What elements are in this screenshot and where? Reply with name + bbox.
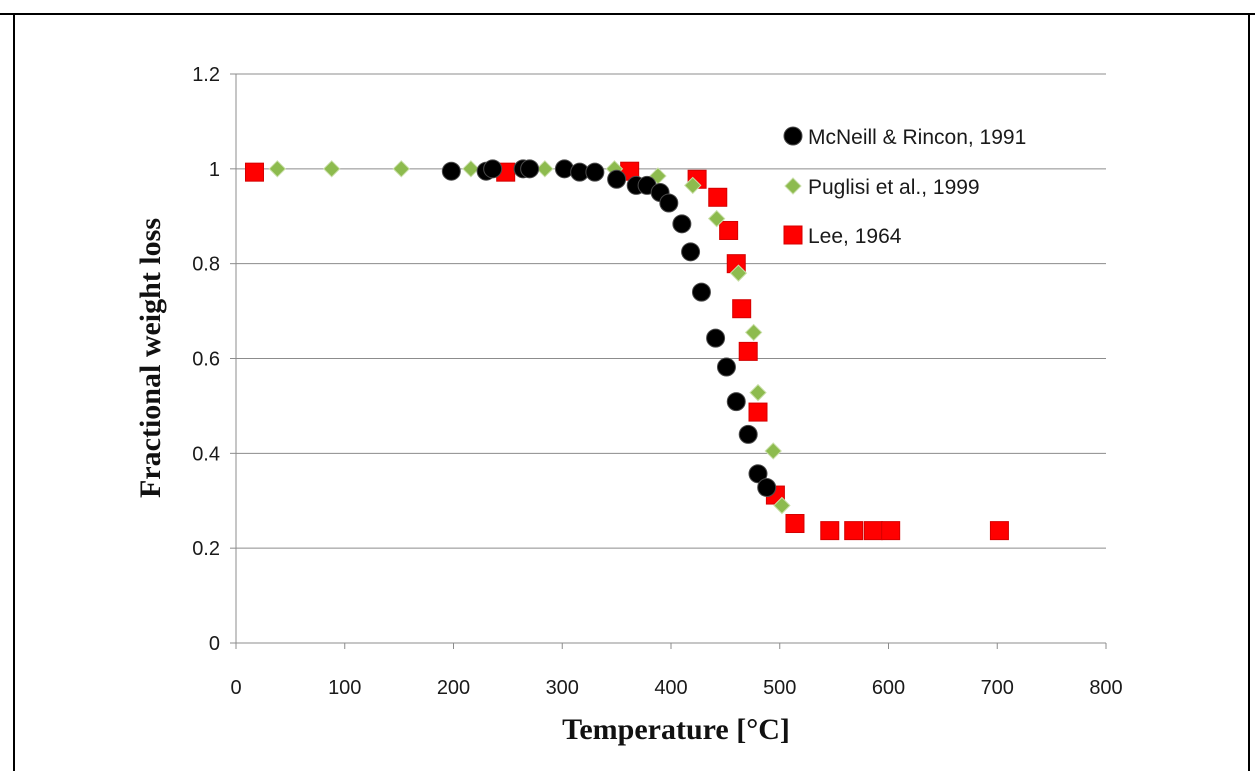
data-point-circle (585, 162, 605, 182)
data-point-circle (672, 214, 692, 234)
x-tick-label: 700 (981, 677, 1014, 699)
x-tick-labels: 0 100 200 300 400 500 600 700 800 (230, 677, 1122, 699)
x-tick-label: 0 (230, 677, 241, 699)
data-point-diamond (684, 176, 702, 195)
data-point-circle (607, 169, 627, 189)
data-point-diamond (744, 323, 763, 342)
data-point-circle (659, 193, 679, 213)
data-point-diamond (462, 160, 480, 178)
data-point-diamond (729, 264, 748, 282)
data-point-circle (520, 159, 540, 179)
y-tick-label: 0.8 (192, 254, 220, 276)
data-point-diamond (764, 442, 782, 460)
legend-label: Lee, 1964 (808, 225, 902, 248)
x-tick-label: 800 (1089, 677, 1122, 699)
data-point-diamond (392, 160, 411, 178)
gridlines (236, 73, 1106, 549)
y-tick-label: 1.2 (192, 64, 220, 86)
data-point-diamond (707, 209, 726, 228)
x-tick-label: 400 (654, 677, 687, 699)
x-tick-label: 300 (546, 677, 579, 699)
data-point-diamond (268, 160, 287, 178)
data-point-circle (738, 424, 758, 444)
data-point-circle (748, 464, 768, 484)
data-point-square (844, 521, 864, 541)
y-tick-label: 1 (209, 159, 220, 181)
y-tick-label: 0.6 (192, 349, 220, 371)
x-tick-label: 500 (763, 677, 796, 699)
data-point-circle (726, 392, 746, 412)
axes (230, 73, 1107, 649)
y-tick-label: 0.2 (192, 538, 220, 560)
data-point-circle (757, 477, 777, 497)
data-point-square (738, 341, 758, 361)
legend-label: McNeill & Rincon, 1991 (808, 126, 1026, 149)
data-point-square (785, 514, 805, 534)
data-point-diamond (773, 496, 791, 515)
data-point-circle (441, 161, 461, 181)
series-circle (441, 159, 777, 497)
data-point-diamond (536, 160, 554, 178)
legend-label: Puglisi et al., 1999 (808, 176, 980, 199)
data-point-square (244, 162, 264, 182)
y-tick-label: 0 (209, 633, 220, 655)
data-point-square (989, 521, 1009, 541)
x-tick-label: 200 (437, 677, 470, 699)
data-point-circle (706, 328, 726, 348)
legend-marker-square (783, 225, 803, 245)
data-point-circle (716, 357, 736, 377)
y-tick-label: 0.4 (192, 443, 220, 465)
data-point-diamond (749, 383, 767, 402)
x-tick-label: 600 (872, 677, 905, 699)
legend-marker-diamond (784, 177, 802, 195)
legend-marker-circle (783, 126, 803, 146)
data-marks (244, 159, 1009, 541)
y-tick-labels: 0 0.2 0.4 0.6 0.8 1 1.2 (192, 64, 220, 655)
series-square (244, 161, 1009, 541)
data-point-square (820, 521, 840, 541)
data-point-square (732, 299, 752, 319)
data-point-circle (691, 282, 711, 302)
data-point-diamond (322, 160, 341, 178)
data-point-square (708, 187, 728, 207)
data-point-circle (483, 159, 503, 179)
data-point-square (881, 521, 901, 541)
data-point-square (863, 521, 883, 541)
series-diamond (268, 160, 791, 515)
data-point-circle (681, 242, 701, 262)
x-axis-title: Temperature [°C] (562, 713, 790, 746)
legend: McNeill & Rincon, 1991 Puglisi et al., 19… (783, 126, 1026, 248)
data-point-square (748, 402, 768, 422)
data-point-square (719, 220, 739, 240)
y-axis-title: Fractional weight loss (134, 218, 167, 498)
x-tick-label: 100 (328, 677, 361, 699)
